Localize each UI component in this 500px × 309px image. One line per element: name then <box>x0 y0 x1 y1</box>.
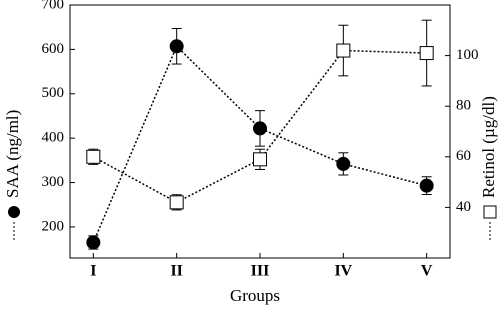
y2-tick-label: 80 <box>456 98 471 114</box>
legend-marker <box>483 205 497 219</box>
y-axis-title-group: SAA (ng/ml) <box>3 110 22 240</box>
y2-tick-label: 60 <box>456 148 471 164</box>
x-axis-title: Groups <box>230 286 280 305</box>
y2-tick-label: 40 <box>456 199 471 215</box>
y-tick-label: 300 <box>42 174 65 190</box>
y-tick-label: 400 <box>42 130 65 146</box>
marker <box>86 149 101 164</box>
marker <box>419 46 434 61</box>
y-axis-title: SAA (ng/ml) <box>3 110 22 198</box>
x-tick-label: I <box>90 263 96 280</box>
marker <box>169 39 184 54</box>
x-tick-label: IV <box>334 263 352 280</box>
marker <box>419 178 434 193</box>
x-tick-label: II <box>170 263 182 280</box>
y-tick-label: 700 <box>42 0 65 12</box>
y-tick-label: 200 <box>42 218 65 234</box>
marker <box>253 152 267 167</box>
y2-tick-label: 100 <box>456 47 479 63</box>
marker <box>336 43 351 58</box>
marker <box>253 121 267 136</box>
series-line <box>92 44 427 243</box>
x-tick-label: III <box>251 263 270 280</box>
y2-axis-title-group: Retinol (µg/dl) <box>479 96 498 240</box>
marker <box>86 235 101 250</box>
y2-axis-title: Retinol (µg/dl) <box>479 96 498 198</box>
marker <box>336 156 351 171</box>
legend-marker <box>8 206 20 218</box>
x-tick-label: V <box>421 263 433 280</box>
y-tick-label: 500 <box>42 85 65 101</box>
y-tick-label: 600 <box>42 41 65 57</box>
marker <box>169 195 184 210</box>
